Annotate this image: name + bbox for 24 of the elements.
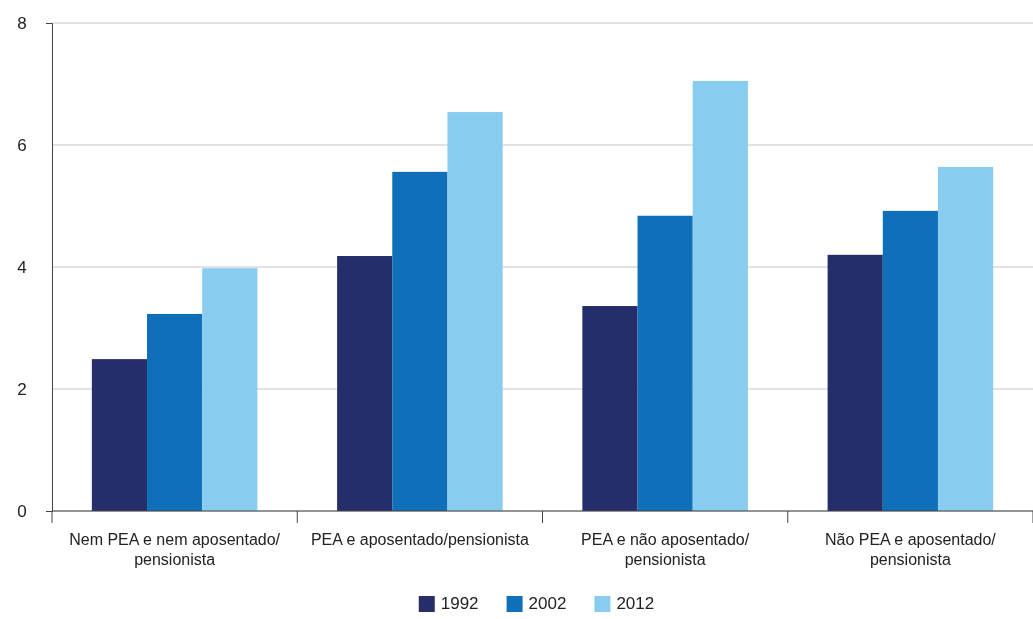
legend-label: 2002 bbox=[528, 594, 567, 613]
legend-label: 1992 bbox=[440, 594, 479, 613]
bar bbox=[637, 215, 693, 511]
y-tick-label: 2 bbox=[17, 379, 27, 399]
y-tick-label: 4 bbox=[17, 257, 27, 277]
bar bbox=[147, 313, 203, 511]
bar bbox=[882, 210, 938, 511]
x-tick-label: Não PEA e aposentado/pensionista bbox=[824, 531, 997, 568]
bar bbox=[827, 254, 883, 511]
bar bbox=[937, 166, 994, 511]
bar bbox=[202, 268, 258, 511]
bar bbox=[392, 171, 448, 511]
y-tick-label: 0 bbox=[17, 501, 27, 521]
x-tick-label: Nem PEA e nem aposentado/pensionista bbox=[69, 531, 281, 568]
bar bbox=[337, 256, 393, 511]
bar bbox=[692, 80, 748, 511]
y-tick-label: 6 bbox=[17, 135, 27, 155]
bar bbox=[447, 112, 503, 511]
x-tick-label: PEA e não aposentado/pensionista bbox=[581, 531, 750, 568]
bar bbox=[91, 359, 148, 511]
x-tick-label: PEA e aposentado/pensionista bbox=[310, 531, 529, 548]
y-tick-label: 8 bbox=[17, 13, 27, 33]
bar bbox=[582, 306, 638, 511]
legend-label: 2012 bbox=[616, 594, 655, 613]
